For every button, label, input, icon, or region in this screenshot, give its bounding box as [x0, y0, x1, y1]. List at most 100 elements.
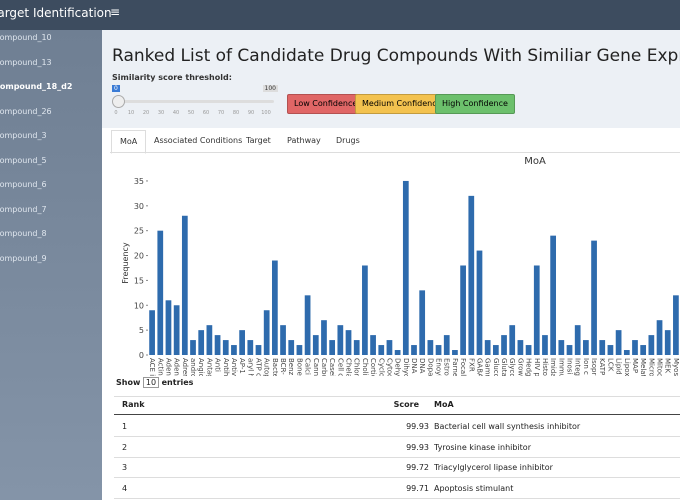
x-tick-label: Chela	[345, 358, 353, 376]
bar	[615, 330, 622, 355]
bar	[607, 345, 614, 355]
bar	[599, 340, 606, 355]
x-tick-label: Cyclo	[377, 358, 385, 376]
table-cell: Tyrosine kinase inhibitor	[434, 442, 531, 452]
x-tick-label: Autop	[263, 358, 271, 376]
bar	[443, 335, 450, 355]
bar	[402, 180, 409, 355]
x-tick-label: Estro	[443, 358, 451, 376]
x-tick-label: BCR-	[279, 358, 287, 375]
bar	[263, 310, 270, 355]
page-title: Ranked List of Candidate Drug Compounds …	[112, 46, 680, 66]
bar	[370, 335, 376, 355]
bar	[255, 345, 262, 355]
bar	[640, 345, 647, 355]
slider-tick-label: 70	[217, 110, 225, 116]
bar	[239, 330, 245, 355]
column-header[interactable]: Rank	[122, 400, 145, 409]
sidebar-item[interactable]: Compound_7	[0, 204, 47, 214]
bar	[296, 345, 303, 355]
confidence-button[interactable]: Low Confidence	[287, 94, 365, 114]
x-tick-label: DNA i	[418, 358, 426, 376]
table-cell: Triacylglycerol lipase inhibitor	[434, 463, 553, 472]
bar	[198, 330, 205, 355]
x-tick-label: Actin	[156, 358, 164, 376]
y-axis-label: Frequency	[121, 242, 130, 284]
bar	[214, 335, 221, 355]
header: Target Identification ≡	[0, 0, 680, 30]
sidebar-item[interactable]: Compound_6	[0, 180, 47, 189]
bar	[452, 350, 458, 355]
x-tick-label: Canni	[312, 358, 320, 376]
menu-toggle[interactable]: ≡	[110, 5, 121, 19]
bar	[623, 350, 630, 355]
x-tick-label: FXR	[467, 358, 475, 372]
tab[interactable]: Target	[246, 136, 271, 145]
bar	[304, 295, 311, 355]
bar	[362, 265, 368, 355]
app-title: Target Identification	[0, 6, 112, 20]
bar	[386, 340, 393, 355]
tab[interactable]: Drugs	[336, 136, 360, 145]
sidebar-item[interactable]: Compound_26	[0, 106, 52, 116]
bar	[427, 340, 434, 355]
length-control: Show 10 entries	[116, 377, 193, 388]
x-tick-label: Gluco	[492, 358, 500, 376]
x-tick-label: Imida	[549, 358, 557, 376]
slider[interactable]: 0 100 0 10 20 30 40 50 60 70 80 90 100	[112, 85, 278, 120]
sidebar-item[interactable]: Compound_9	[0, 253, 47, 263]
y-tick-label: 10	[134, 301, 144, 310]
column-header[interactable]: Score	[393, 400, 419, 409]
x-tick-label: Dehyd	[394, 358, 402, 376]
sidebar-item[interactable]: Compound_3	[0, 131, 47, 140]
bar	[329, 340, 336, 355]
bar	[411, 345, 417, 355]
row-line	[114, 436, 680, 437]
column-header[interactable]: MoA	[434, 400, 454, 409]
table-cell: Bacterial cell wall synthesis inhibitor	[434, 422, 581, 431]
bar	[149, 310, 155, 355]
bar	[165, 300, 172, 355]
bar	[468, 195, 475, 355]
y-tick-label: 0	[139, 351, 144, 360]
x-tick-label: Casei	[328, 358, 336, 376]
table-cell: 99.72	[406, 463, 429, 472]
bar	[656, 320, 663, 355]
sidebar-item[interactable]: Compound_13	[0, 57, 52, 67]
x-tick-label: Lipid	[615, 358, 623, 375]
bar	[542, 335, 548, 355]
x-tick-label: Farne	[451, 358, 459, 376]
table-cell: Apoptosis stimulant	[434, 483, 514, 493]
bar	[591, 240, 597, 355]
x-tick-label: ACE i	[148, 358, 156, 376]
sidebar-item[interactable]: Compound_8	[0, 229, 47, 238]
bar	[501, 335, 507, 355]
x-tick-label: Calci	[304, 358, 312, 375]
x-tick-label: HIV p	[533, 358, 541, 376]
sidebar-item[interactable]: Compound_18_d2	[0, 82, 73, 91]
table-cell: 99.93	[406, 422, 429, 431]
slider-handle[interactable]	[112, 95, 125, 108]
length-select[interactable]: 10	[142, 377, 160, 388]
bar	[353, 340, 360, 355]
sidebar-item[interactable]: Compound_10	[0, 33, 52, 42]
y-tick-label: 5	[139, 326, 144, 335]
sidebar-item[interactable]: Compound_5	[0, 155, 47, 165]
table-cell: 2	[122, 442, 128, 452]
bar	[664, 330, 671, 355]
tab[interactable]: MoA	[111, 130, 147, 154]
y-tick-label: 30	[134, 202, 144, 211]
tab[interactable]: Pathway	[287, 136, 321, 145]
tab[interactable]: Associated Conditions	[154, 136, 243, 145]
bar	[321, 320, 327, 355]
x-tick-label: AP-1	[238, 358, 246, 374]
bar	[673, 295, 679, 355]
x-tick-label: Hedge	[525, 358, 533, 376]
sidebar: Compound_10 Compound_13 Compound_18_d2 Comp…	[0, 30, 102, 500]
slider-track	[116, 100, 274, 103]
x-tick-label: LCK	[606, 358, 614, 372]
slider-tick-label: 90	[247, 110, 255, 116]
confidence-button[interactable]: High Confidence	[435, 94, 515, 114]
bar	[517, 340, 524, 355]
